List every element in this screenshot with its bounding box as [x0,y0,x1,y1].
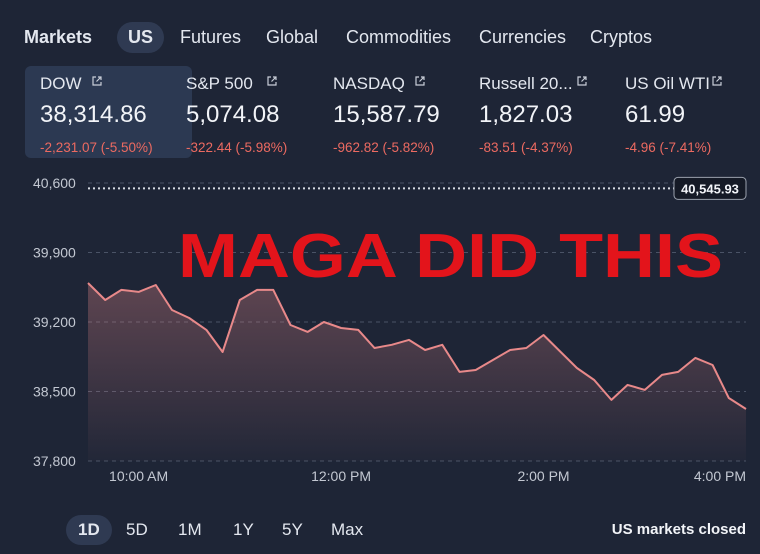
range-button[interactable]: 5Y [282,520,303,539]
area [88,283,746,461]
x-tick-label: 4:00 PM [694,468,746,484]
ticker-name: US Oil WTI [625,74,710,93]
x-tick-label: 2:00 PM [517,468,569,484]
y-tick-label: 40,600 [33,175,76,191]
range-button[interactable]: 1M [178,520,202,539]
range-button[interactable]: Max [331,520,364,539]
annotation: MAGA DID THIS [178,222,723,291]
nav-tab[interactable]: Futures [180,27,242,47]
range-button[interactable]: 1Y [233,520,254,539]
external-link-icon[interactable] [712,76,722,86]
nav-tab[interactable]: Global [266,27,319,47]
x-tick-label: 12:00 PM [311,468,371,484]
ticker-price: 5,074.08 [186,101,280,128]
nav-tab[interactable]: Commodities [346,27,452,47]
chart: 37,800 38,500 39,200 39,900 40,600 10:00 AM 12… [33,175,747,484]
x-tick-label: 10:00 AM [109,468,168,484]
nav-tab[interactable]: Currencies [479,27,567,47]
ticker-change: -322.44 (-5.98%) [186,140,288,155]
ticker-price: 1,827.03 [479,101,573,128]
nav-tab-active[interactable]: US [117,22,165,53]
ticker-change: -2,231.07 (-5.50%) [40,140,153,155]
ticker-price: 38,314.86 [40,101,147,128]
nav-item[interactable]: Markets [24,27,93,47]
ticker-change: -4.96 (-7.41%) [625,140,712,155]
market-status: US markets closed [611,521,746,538]
ticker-price: 15,587.79 [333,101,440,128]
y-tick-label: 39,900 [33,245,76,261]
ticker-name: DOW [40,74,82,93]
y-tick-label: 38,500 [33,384,76,400]
y-tick-label: 39,200 [33,314,76,330]
y-tick-label: 37,800 [33,453,76,469]
selected-ticker-bg[interactable] [25,66,192,158]
range-button-active[interactable]: 1D [66,515,112,545]
external-link-icon[interactable] [267,76,277,86]
ticker-change: -83.51 (-4.37%) [479,140,573,155]
previous-close-badge [673,176,747,200]
ticker-change: -962.82 (-5.82%) [333,140,435,155]
ticker-price: 61.99 [625,101,686,128]
price-line [87,282,747,410]
previous-close-label: 40,545.93 [681,181,739,196]
external-link-icon[interactable] [92,76,102,86]
range-button[interactable]: 5D [126,520,148,539]
nav-tab[interactable]: Cryptos [590,27,653,47]
ticker-name: Russell 20... [479,74,573,93]
ticker-name: S&P 500 [186,74,253,93]
external-link-icon[interactable] [577,76,587,86]
ticker-name: NASDAQ [333,74,405,93]
external-link-icon[interactable] [415,76,425,86]
